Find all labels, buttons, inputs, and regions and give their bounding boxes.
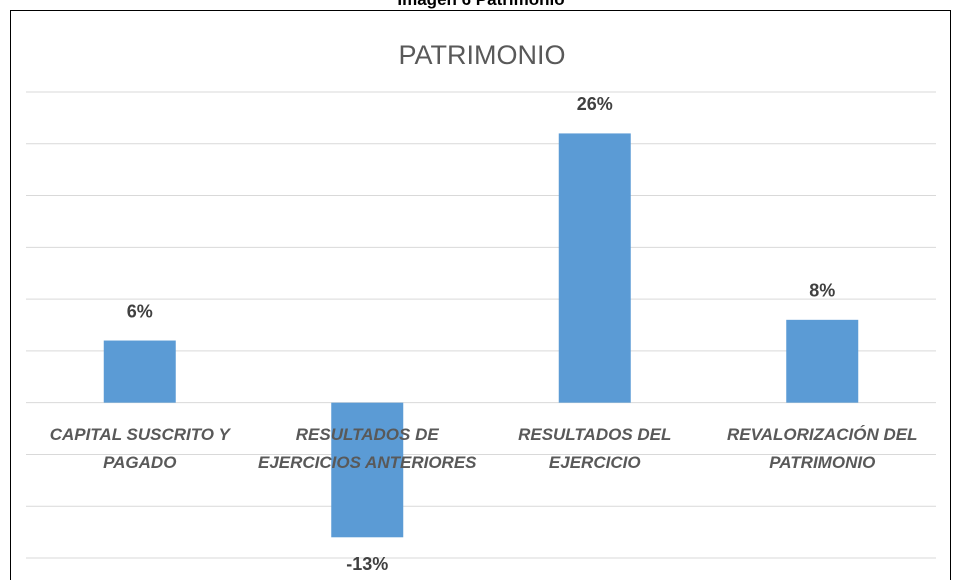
caption: Imagen 6 Patrimonio [0, 0, 962, 10]
x-tick-label: REVALORIZACIÓN DEL PATRIMONIO [727, 425, 918, 472]
x-tick-label: RESULTADOS DE EJERCICIOS ANTERIORES [257, 425, 477, 472]
bar [331, 402, 404, 538]
bar [558, 133, 631, 403]
chart-title: PATRIMONIO [399, 40, 566, 70]
data-label: 6% [127, 301, 153, 321]
chart-frame [10, 10, 951, 580]
x-tick-label: RESULTADOS DEL EJERCICIO [518, 425, 672, 472]
data-label: -13% [346, 554, 388, 574]
bar [103, 340, 176, 403]
data-label: 26% [577, 94, 613, 114]
bar [786, 319, 859, 403]
data-label: 8% [809, 281, 835, 301]
x-tick-label: CAPITAL SUSCRITO Y PAGADO [49, 425, 230, 472]
